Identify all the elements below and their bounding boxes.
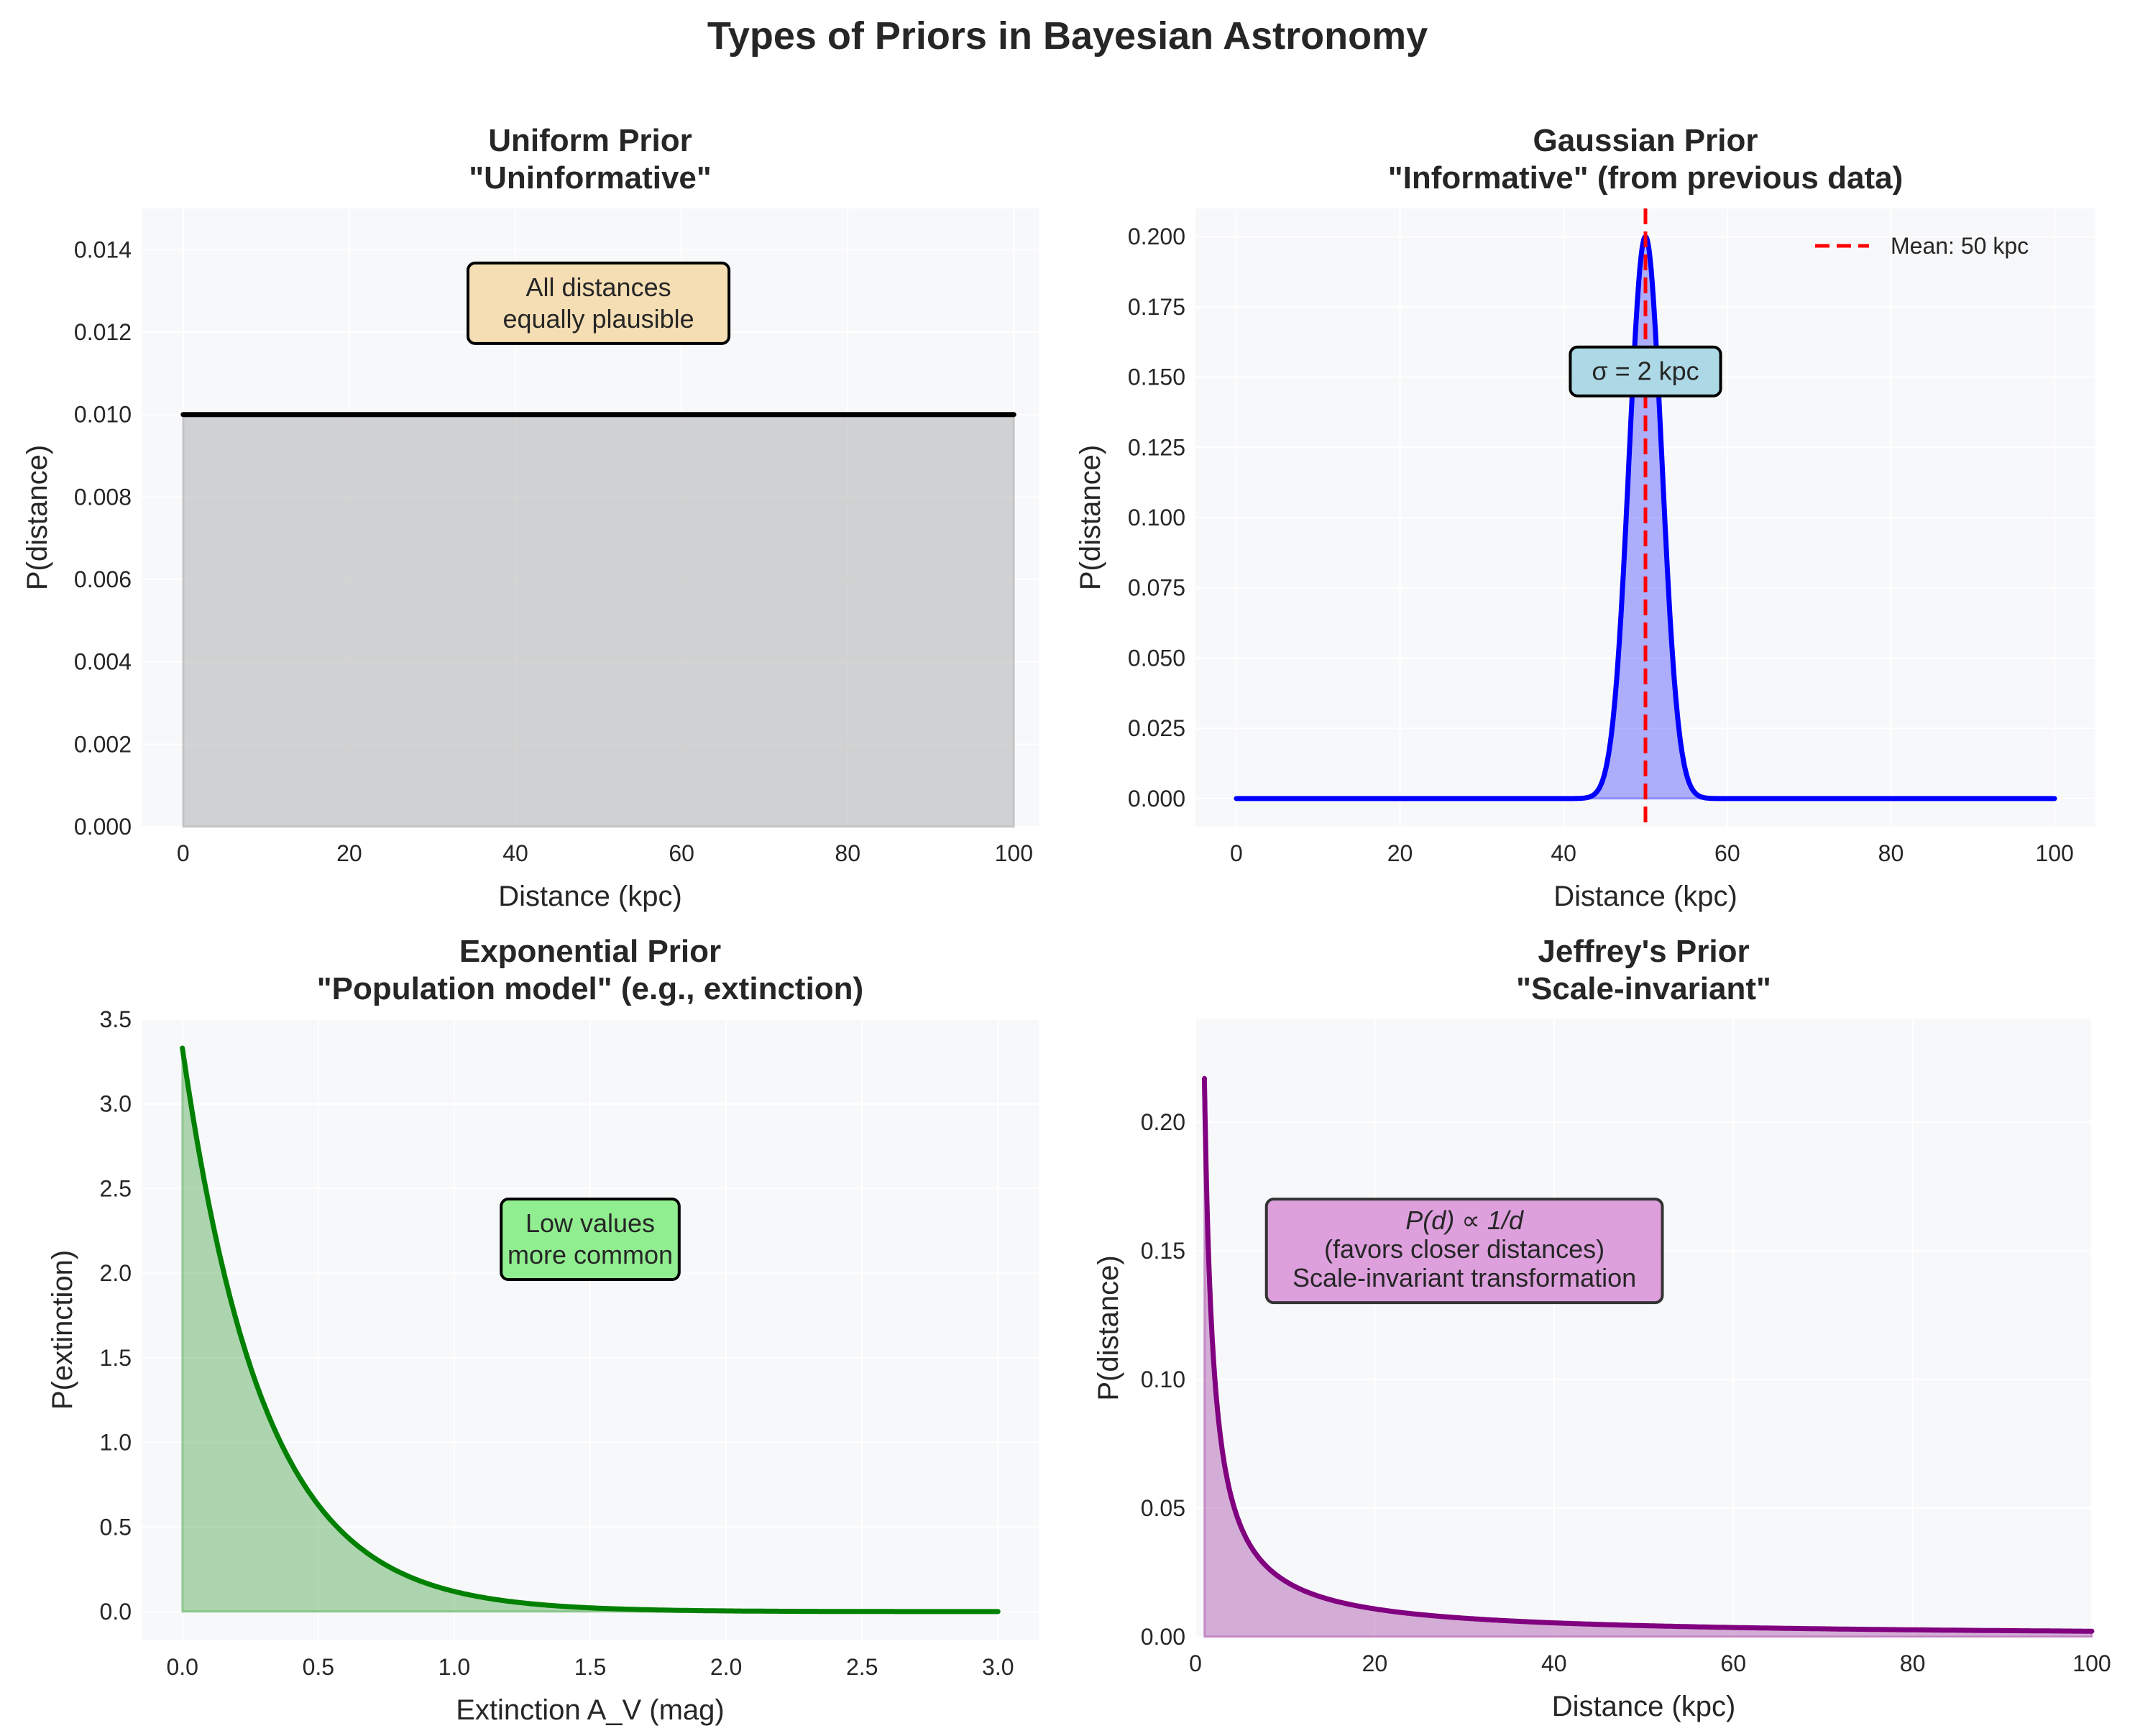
series-fill-area [182, 413, 1015, 828]
annotation-background [467, 261, 731, 345]
y-tick-label: 0.00 [1141, 1624, 1185, 1650]
y-tick-label: 0.012 [74, 319, 132, 345]
x-tick-label: 60 [1720, 1650, 1746, 1676]
y-tick-label: 0.200 [1128, 224, 1185, 249]
series-line [1202, 1075, 2095, 1634]
y-tick-label: 0.10 [1141, 1367, 1185, 1392]
x-tick-label: 80 [835, 840, 860, 866]
y-tick-label: 1.0 [100, 1430, 132, 1456]
x-tick-label: 40 [1541, 1650, 1567, 1676]
annotation-text: equally plausible [502, 304, 694, 334]
y-tick-label: 0.100 [1128, 505, 1185, 531]
x-axis-label: Distance (kpc) [1553, 881, 1737, 912]
y-tick-label: 0.010 [74, 402, 132, 428]
y-tick-label: 2.0 [100, 1260, 132, 1286]
x-tick-label: 20 [1387, 840, 1413, 866]
subplot-jeffreys: Jeffrey's Prior"Scale-invariant" 0 20 40 60 8… [1093, 934, 2111, 1722]
annotation-text: All distances [526, 272, 671, 302]
series-line [180, 1045, 1001, 1615]
annotation-box: σ = 2 kpc [1569, 345, 1722, 398]
subplot-title: Exponential Prior [459, 934, 721, 969]
x-tick-label: 60 [669, 840, 694, 866]
y-tick-label: 0.150 [1128, 364, 1185, 390]
annotation-text: Low values [525, 1208, 655, 1238]
subplot-subtitle: "Uninformative" [469, 160, 712, 196]
y-tick-label: 2.5 [100, 1175, 132, 1201]
subplot-title: Jeffrey's Prior [1538, 934, 1749, 969]
x-tick-label: 0.5 [303, 1654, 334, 1680]
x-tick-label: 60 [1714, 840, 1740, 866]
x-tick-label: 40 [502, 840, 528, 866]
x-tick-label: 20 [1362, 1650, 1388, 1676]
y-tick-label: 3.5 [100, 1006, 132, 1032]
annotation-background [1569, 345, 1722, 398]
y-tick-label: 0.000 [74, 814, 132, 840]
x-axis-label: Distance (kpc) [498, 881, 682, 912]
y-axis-label: P(distance) [22, 445, 53, 590]
y-tick-label: 0.006 [74, 566, 132, 592]
y-tick-label: 0.05 [1141, 1495, 1185, 1521]
y-tick-label: 0.5 [100, 1514, 132, 1540]
y-tick-label: 0.000 [1128, 786, 1185, 812]
plot-area [1195, 1019, 2092, 1637]
annotation-text: more common [508, 1240, 673, 1269]
y-tick-label: 1.5 [100, 1345, 132, 1371]
x-tick-label: 0 [1189, 1650, 1202, 1676]
x-tick-label: 2.0 [710, 1654, 742, 1680]
y-tick-label: 0.014 [74, 236, 132, 262]
annotation-background [1264, 1198, 1664, 1305]
x-tick-label: 100 [995, 840, 1033, 866]
x-tick-label: 1.0 [439, 1654, 470, 1680]
y-axis-label: P(distance) [1093, 1255, 1124, 1400]
legend-label: Mean: 50 kpc [1891, 233, 2029, 259]
subplot-title: Uniform Prior [488, 123, 692, 158]
y-tick-label: 0.025 [1128, 715, 1185, 741]
y-tick-label: 0.0 [100, 1599, 132, 1625]
x-tick-label: 0.0 [166, 1654, 198, 1680]
y-tick-label: 0.15 [1141, 1238, 1185, 1264]
x-tick-label: 3.0 [982, 1654, 1014, 1680]
y-tick-label: 0.125 [1128, 434, 1185, 460]
x-tick-label: 2.5 [846, 1654, 878, 1680]
annotation-box: P(d) ∝ 1/d(favors closer distances)Scale… [1264, 1198, 1664, 1305]
y-tick-label: 0.008 [74, 484, 132, 510]
subplot-subtitle: "Informative" (from previous data) [1388, 160, 1904, 196]
subplot-subtitle: "Scale-invariant" [1516, 971, 1771, 1006]
y-tick-label: 0.075 [1128, 575, 1185, 601]
x-tick-label: 100 [2035, 840, 2073, 866]
x-axis-label: Distance (kpc) [1552, 1691, 1736, 1722]
y-tick-label: 3.0 [100, 1091, 132, 1117]
subplot-subtitle: "Population model" (e.g., extinction) [317, 971, 863, 1006]
y-tick-label: 0.20 [1141, 1109, 1185, 1135]
y-tick-label: 0.050 [1128, 645, 1185, 671]
x-tick-label: 20 [336, 840, 362, 866]
x-tick-label: 0 [1230, 840, 1243, 866]
x-tick-label: 100 [2072, 1650, 2111, 1676]
subplot-exponential: Exponential Prior"Population model" (e.g… [47, 934, 1039, 1726]
legend: Mean: 50 kpc [1815, 233, 2029, 259]
x-tick-label: 80 [1900, 1650, 1926, 1676]
x-tick-label: 0 [177, 840, 190, 866]
x-tick-label: 80 [1878, 840, 1904, 866]
x-axis-label: Extinction A_V (mag) [456, 1694, 725, 1726]
figure-title: Types of Priors in Bayesian Astronomy [707, 14, 1428, 58]
y-axis-label: P(extinction) [47, 1250, 78, 1410]
annotation-text: Scale-invariant transformation [1293, 1263, 1636, 1292]
x-tick-label: 40 [1551, 840, 1576, 866]
annotation-text: (favors closer distances) [1324, 1234, 1604, 1264]
annotation-text: σ = 2 kpc [1592, 357, 1699, 386]
y-tick-label: 0.004 [74, 649, 132, 675]
subplot-uniform: Uniform Prior"Uninformative" 0 20 40 60 80 100… [22, 123, 1039, 912]
x-tick-label: 1.5 [574, 1654, 606, 1680]
y-tick-label: 0.002 [74, 731, 132, 757]
annotation-text: P(d) ∝ 1/d [1405, 1205, 1524, 1235]
subplot-title: Gaussian Prior [1533, 123, 1758, 158]
y-axis-label: P(distance) [1075, 445, 1106, 590]
annotation-background [500, 1198, 681, 1282]
subplot-gaussian: Gaussian Prior"Informative" (from previo… [1075, 123, 2095, 912]
y-tick-label: 0.175 [1128, 294, 1185, 320]
